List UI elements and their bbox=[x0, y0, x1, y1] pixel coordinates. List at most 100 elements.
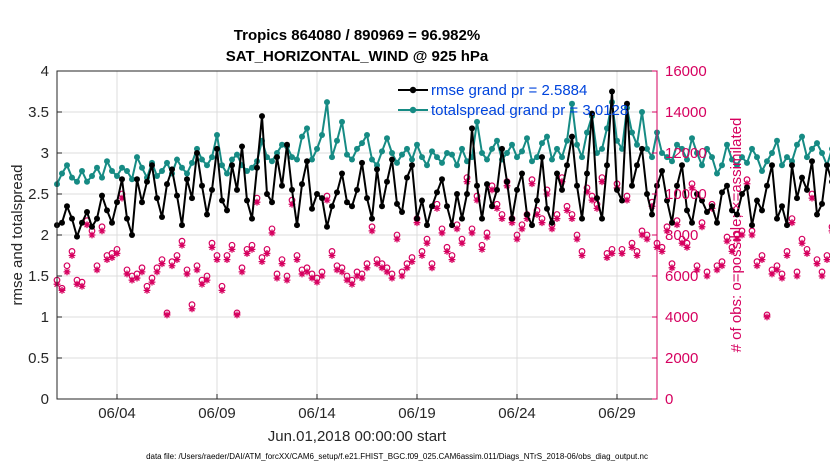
assimilated-marker bbox=[203, 276, 211, 284]
x-tick-label: 06/09 bbox=[198, 405, 236, 422]
totalspread-point bbox=[634, 141, 640, 148]
totalspread-point bbox=[289, 154, 295, 161]
rmse-point bbox=[344, 199, 350, 206]
rmse-point bbox=[504, 178, 510, 185]
totalspread-point bbox=[279, 141, 285, 148]
totalspread-point bbox=[644, 145, 650, 152]
assimilated-marker bbox=[78, 282, 86, 290]
assimilated-marker bbox=[103, 256, 111, 263]
assimilated-marker bbox=[668, 264, 676, 272]
rmse-point bbox=[744, 184, 750, 191]
assimilated-marker bbox=[733, 235, 741, 243]
totalspread-point bbox=[134, 154, 140, 161]
totalspread-point bbox=[299, 133, 305, 140]
y-axis-left-label: rmse and totalspread bbox=[9, 165, 26, 306]
y-right-tick-label: 6000 bbox=[665, 268, 698, 285]
totalspread-point bbox=[379, 148, 385, 155]
assimilated-marker bbox=[388, 274, 396, 282]
assimilated-marker bbox=[548, 225, 556, 233]
rmse-point bbox=[659, 168, 665, 175]
assimilated-marker bbox=[633, 252, 641, 259]
totalspread-point bbox=[304, 125, 310, 132]
assimilated-marker bbox=[118, 194, 126, 202]
assimilated-marker bbox=[168, 262, 176, 270]
rmse-point bbox=[119, 176, 125, 183]
assimilated-marker bbox=[173, 256, 181, 263]
rmse-point bbox=[484, 181, 490, 188]
rmse-point bbox=[349, 203, 355, 210]
rmse-point bbox=[664, 197, 670, 204]
assimilated-marker bbox=[478, 245, 486, 253]
rmse-point bbox=[559, 186, 565, 193]
totalspread-point bbox=[344, 151, 350, 158]
totalspread-point bbox=[584, 129, 590, 136]
rmse-point bbox=[404, 174, 410, 181]
totalspread-point bbox=[474, 118, 480, 125]
y-left-tick-label: 0 bbox=[41, 391, 49, 408]
totalspread-point bbox=[434, 154, 440, 161]
assimilated-marker bbox=[673, 221, 681, 229]
totalspread-point bbox=[664, 154, 670, 161]
assimilated-marker bbox=[628, 243, 636, 251]
legend-rmse-label: rmse grand pr = 2.5884 bbox=[431, 82, 587, 99]
rmse-point bbox=[99, 192, 105, 199]
assimilated-marker bbox=[793, 272, 801, 280]
y-axis-right-label: # of obs: o=possible; ×=assimilated bbox=[728, 118, 745, 353]
assimilated-marker bbox=[818, 272, 826, 280]
rmse-point bbox=[189, 195, 195, 202]
totalspread-point bbox=[504, 150, 510, 156]
y-right-tick-label: 10000 bbox=[665, 186, 707, 203]
rmse-point bbox=[259, 113, 265, 120]
rmse-point bbox=[114, 199, 120, 206]
totalspread-point bbox=[399, 151, 405, 158]
totalspread-point bbox=[99, 174, 105, 181]
assimilated-marker bbox=[578, 252, 586, 259]
assimilated-marker bbox=[483, 233, 491, 241]
totalspread-point bbox=[419, 154, 425, 161]
totalspread-point bbox=[354, 145, 360, 152]
totalspread-point bbox=[184, 170, 190, 177]
assimilated-marker bbox=[133, 274, 141, 282]
assimilated-marker bbox=[418, 252, 426, 259]
assimilated-marker bbox=[693, 266, 701, 274]
rmse-point bbox=[714, 219, 720, 226]
totalspread-point bbox=[669, 158, 675, 165]
rmse-point bbox=[759, 207, 765, 214]
assimilated-marker bbox=[233, 311, 241, 319]
rmse-point bbox=[84, 209, 90, 216]
rmse-point bbox=[149, 162, 155, 169]
rmse-point bbox=[269, 199, 275, 206]
assimilated-marker bbox=[563, 207, 571, 214]
assimilated-marker bbox=[68, 252, 76, 259]
assimilated-marker bbox=[303, 268, 311, 276]
totalspread-point bbox=[194, 145, 200, 152]
assimilated-marker bbox=[403, 264, 411, 272]
rmse-point bbox=[474, 182, 480, 189]
totalspread-point bbox=[129, 176, 135, 183]
totalspread-point bbox=[334, 137, 340, 144]
assimilated-marker bbox=[318, 272, 326, 280]
assimilated-marker bbox=[663, 227, 671, 235]
legend-rmse-marker bbox=[409, 86, 417, 94]
totalspread-point bbox=[689, 135, 695, 142]
assimilated-marker bbox=[798, 239, 806, 247]
totalspread-point bbox=[804, 154, 810, 161]
totalspread-point bbox=[769, 150, 775, 156]
totalspread-point bbox=[814, 140, 820, 147]
totalspread-point bbox=[244, 168, 250, 175]
rmse-point bbox=[199, 182, 205, 189]
assimilated-marker bbox=[228, 245, 236, 253]
rmse-point bbox=[679, 162, 685, 169]
rmse-point bbox=[729, 207, 735, 214]
totalspread-point bbox=[819, 150, 825, 156]
rmse-point bbox=[134, 176, 140, 183]
rmse-point bbox=[414, 215, 420, 222]
assimilated-marker bbox=[283, 276, 291, 284]
assimilated-marker bbox=[373, 260, 381, 268]
totalspread-point bbox=[749, 145, 755, 152]
totalspread-point bbox=[524, 135, 530, 142]
rmse-point bbox=[219, 197, 225, 204]
assimilated-marker bbox=[758, 256, 766, 263]
assimilated-marker bbox=[568, 215, 576, 222]
rmse-point bbox=[139, 199, 145, 206]
